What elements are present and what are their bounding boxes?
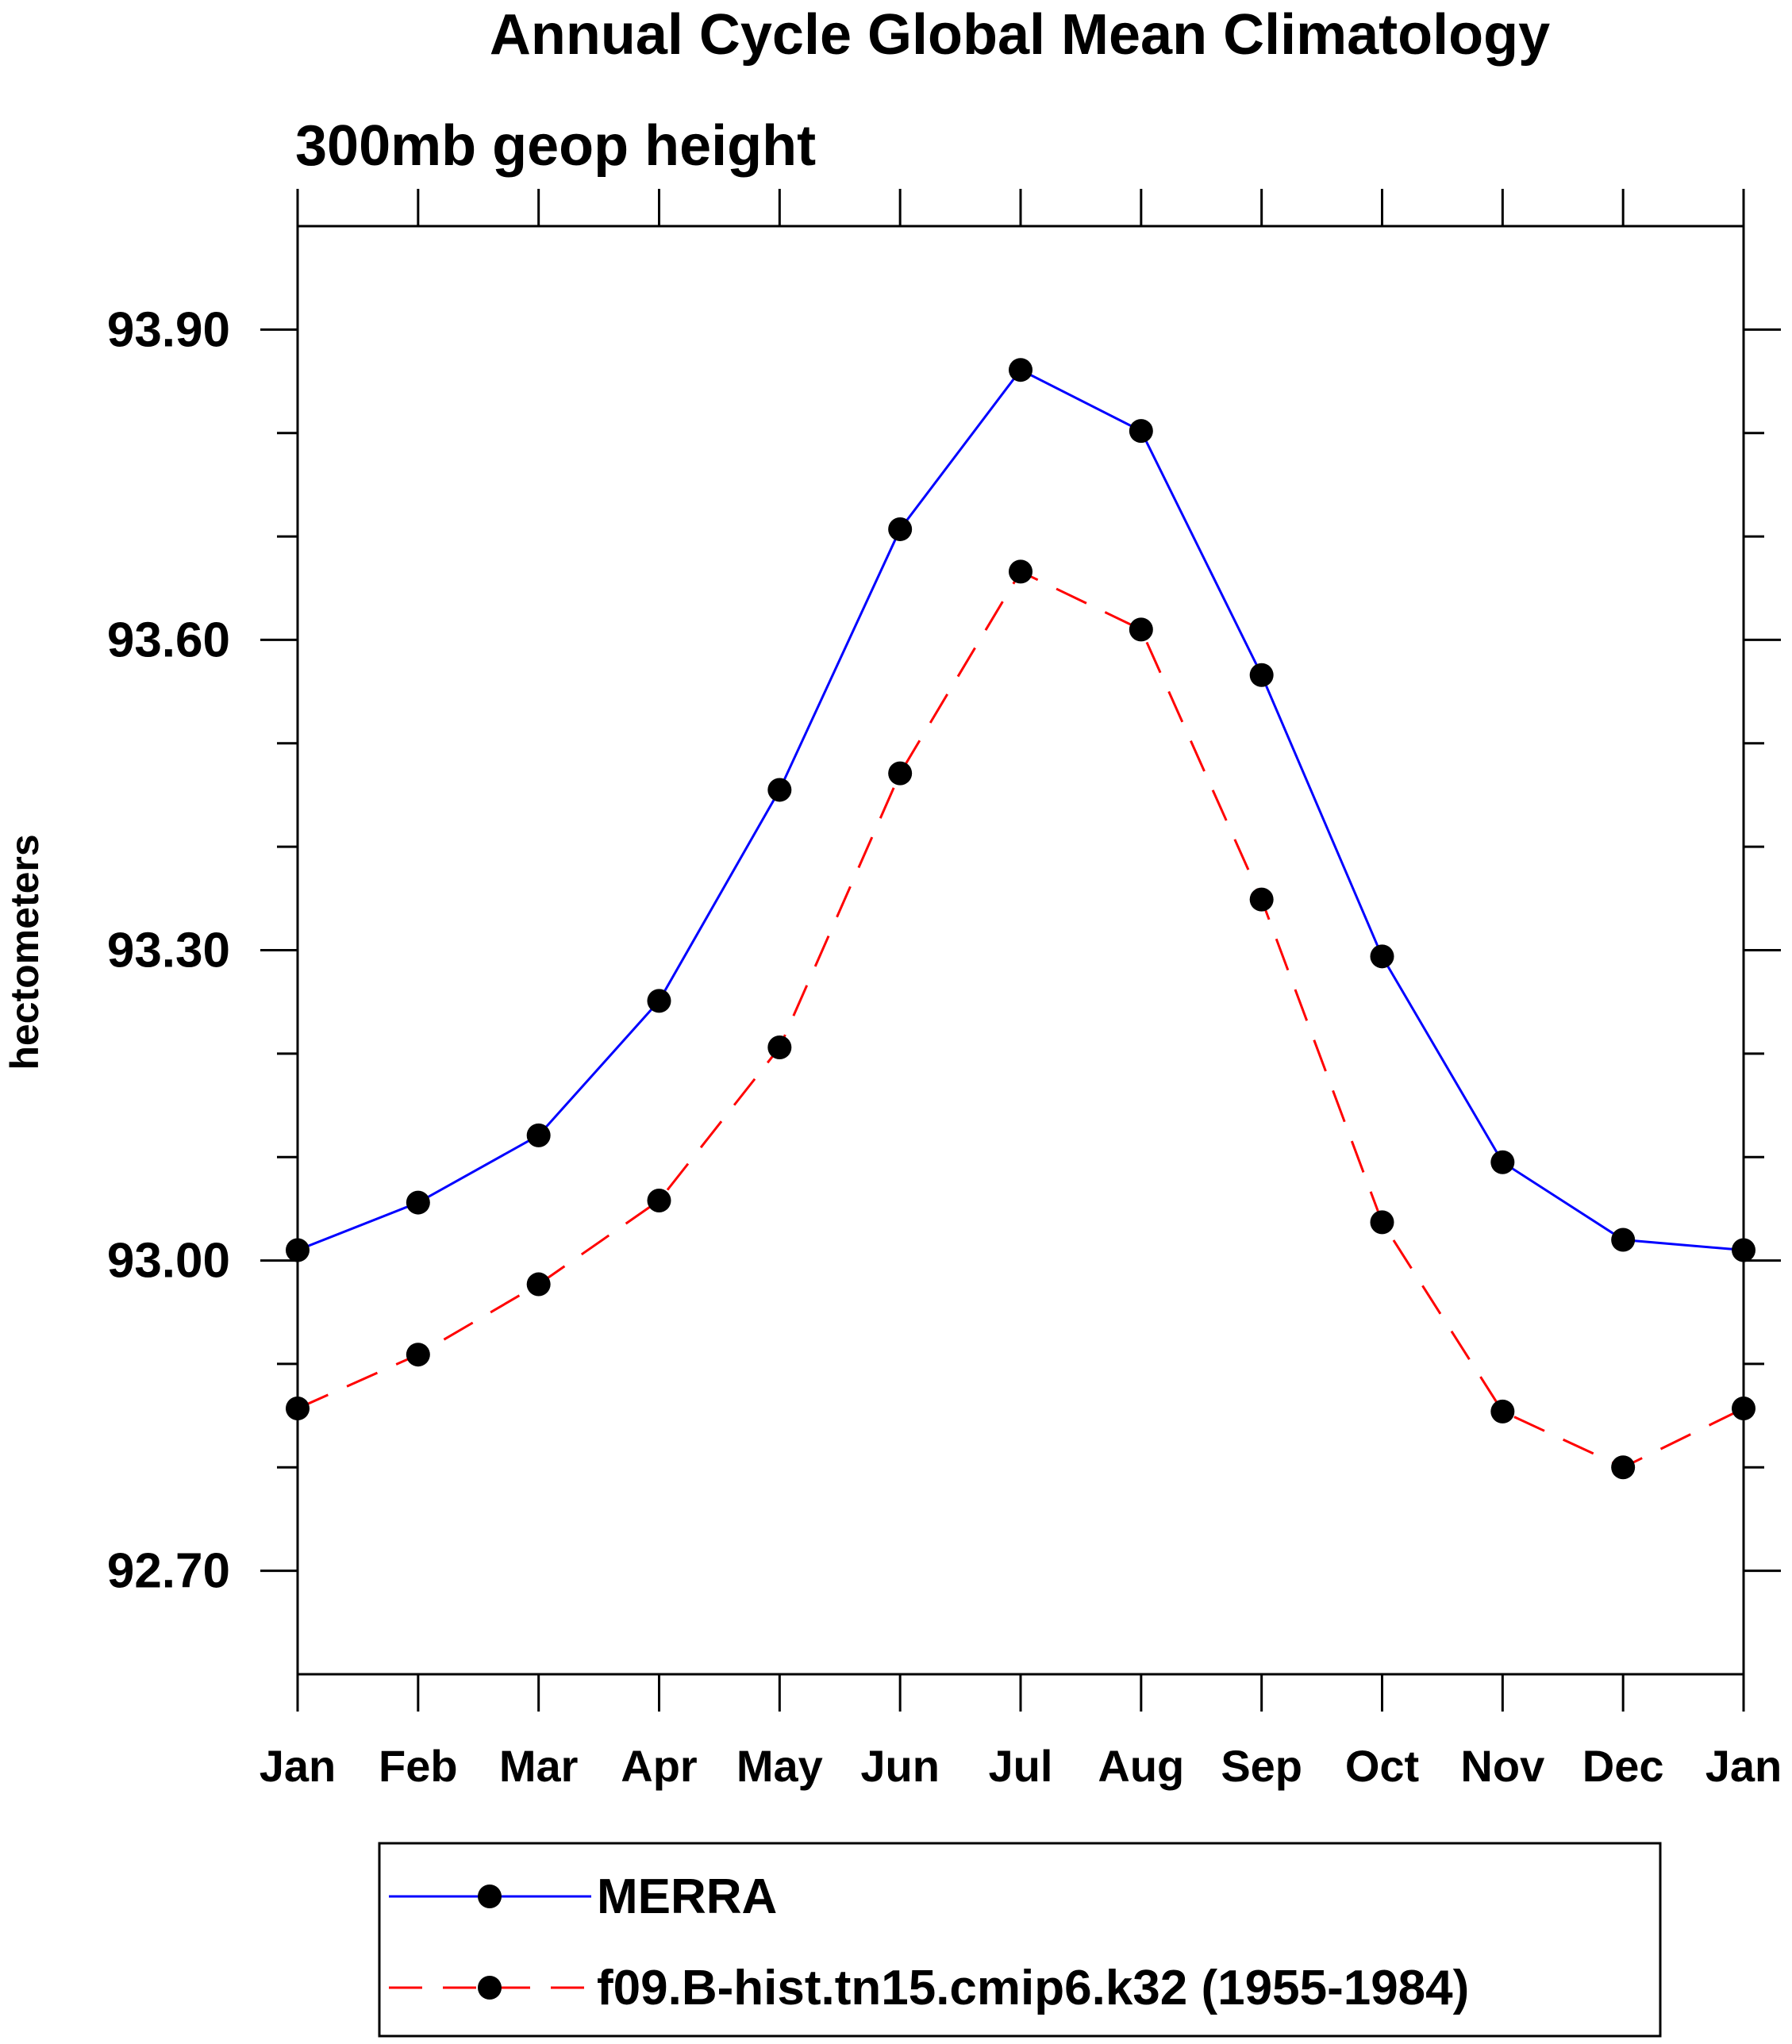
legend-marker-merra [478, 1885, 502, 1908]
series-1 [286, 559, 1755, 1480]
data-point [1129, 419, 1153, 444]
x-tick-label: Dec [1582, 1741, 1664, 1791]
y-tick-label: 93.90 [107, 302, 230, 357]
series-line [297, 570, 1744, 1469]
x-tick-label: Jan [1705, 1741, 1782, 1791]
chart-title: Annual Cycle Global Mean Climatology [490, 3, 1550, 67]
data-point [1009, 358, 1033, 382]
plot-frame [296, 225, 1745, 1676]
data-point [1611, 1455, 1636, 1480]
legend: MERRA f09.B-hist.tn15.cmip6.k32 (1955-19… [378, 1842, 1662, 2038]
chart-subtitle: 300mb geop height [295, 114, 816, 178]
data-point [286, 1238, 310, 1262]
x-axis-tick-labels: Jan Feb Mar Apr May Jun Jul Aug Sep Oct Nov Dec Jan [260, 1741, 1782, 1791]
x-tick-label: Jul [989, 1741, 1053, 1791]
data-point [888, 761, 913, 786]
data-point [1009, 559, 1033, 584]
x-tick-label: Oct [1345, 1741, 1419, 1791]
y-tick-label: 92.70 [107, 1544, 230, 1599]
data-point [1732, 1238, 1755, 1262]
y-axis-label: hectometers [2, 834, 47, 1070]
legend-label-model: f09.B-hist.tn15.cmip6.k32 (1955-1984) [597, 1961, 1469, 2015]
series-layer [286, 358, 1755, 1480]
data-point [1370, 944, 1394, 969]
x-tick-label: Aug [1098, 1741, 1184, 1791]
legend-marker-model [478, 1976, 502, 2000]
x-tick-label: Sep [1221, 1741, 1302, 1791]
data-point [647, 989, 671, 1013]
x-tick-label: Feb [379, 1741, 458, 1791]
data-point [406, 1190, 430, 1215]
data-point [526, 1272, 551, 1297]
data-point [1129, 617, 1153, 642]
data-point [1249, 663, 1274, 687]
series-0 [286, 358, 1755, 1262]
legend-box [378, 1842, 1662, 2038]
y-tick-label: 93.60 [107, 613, 230, 667]
y-tick-label: 93.00 [107, 1234, 230, 1289]
legend-label-merra: MERRA [597, 1869, 777, 1924]
data-point [286, 1396, 310, 1420]
data-point [1611, 1228, 1636, 1252]
data-point [526, 1123, 551, 1147]
data-point [1490, 1399, 1515, 1424]
data-point [1490, 1150, 1515, 1174]
data-point [767, 1035, 792, 1060]
x-tick-label: Jun [860, 1741, 940, 1791]
y-axis-ticks [260, 328, 1781, 1573]
x-axis-ticks [296, 189, 1745, 1712]
data-point [767, 778, 792, 802]
x-tick-label: Apr [621, 1741, 697, 1791]
y-axis-tick-labels: 92.70 93.00 93.30 93.60 93.90 [107, 302, 230, 1598]
series-line [297, 368, 1744, 1252]
data-point [1732, 1396, 1755, 1420]
y-tick-label: 93.30 [107, 924, 230, 978]
data-point [406, 1343, 430, 1367]
data-point [1370, 1210, 1394, 1235]
x-tick-label: Mar [499, 1741, 579, 1791]
data-point [647, 1188, 671, 1212]
x-tick-label: Jan [260, 1741, 336, 1791]
data-point [888, 517, 913, 541]
x-tick-label: Nov [1460, 1741, 1544, 1791]
data-point [1249, 887, 1274, 912]
x-tick-label: May [736, 1741, 823, 1791]
